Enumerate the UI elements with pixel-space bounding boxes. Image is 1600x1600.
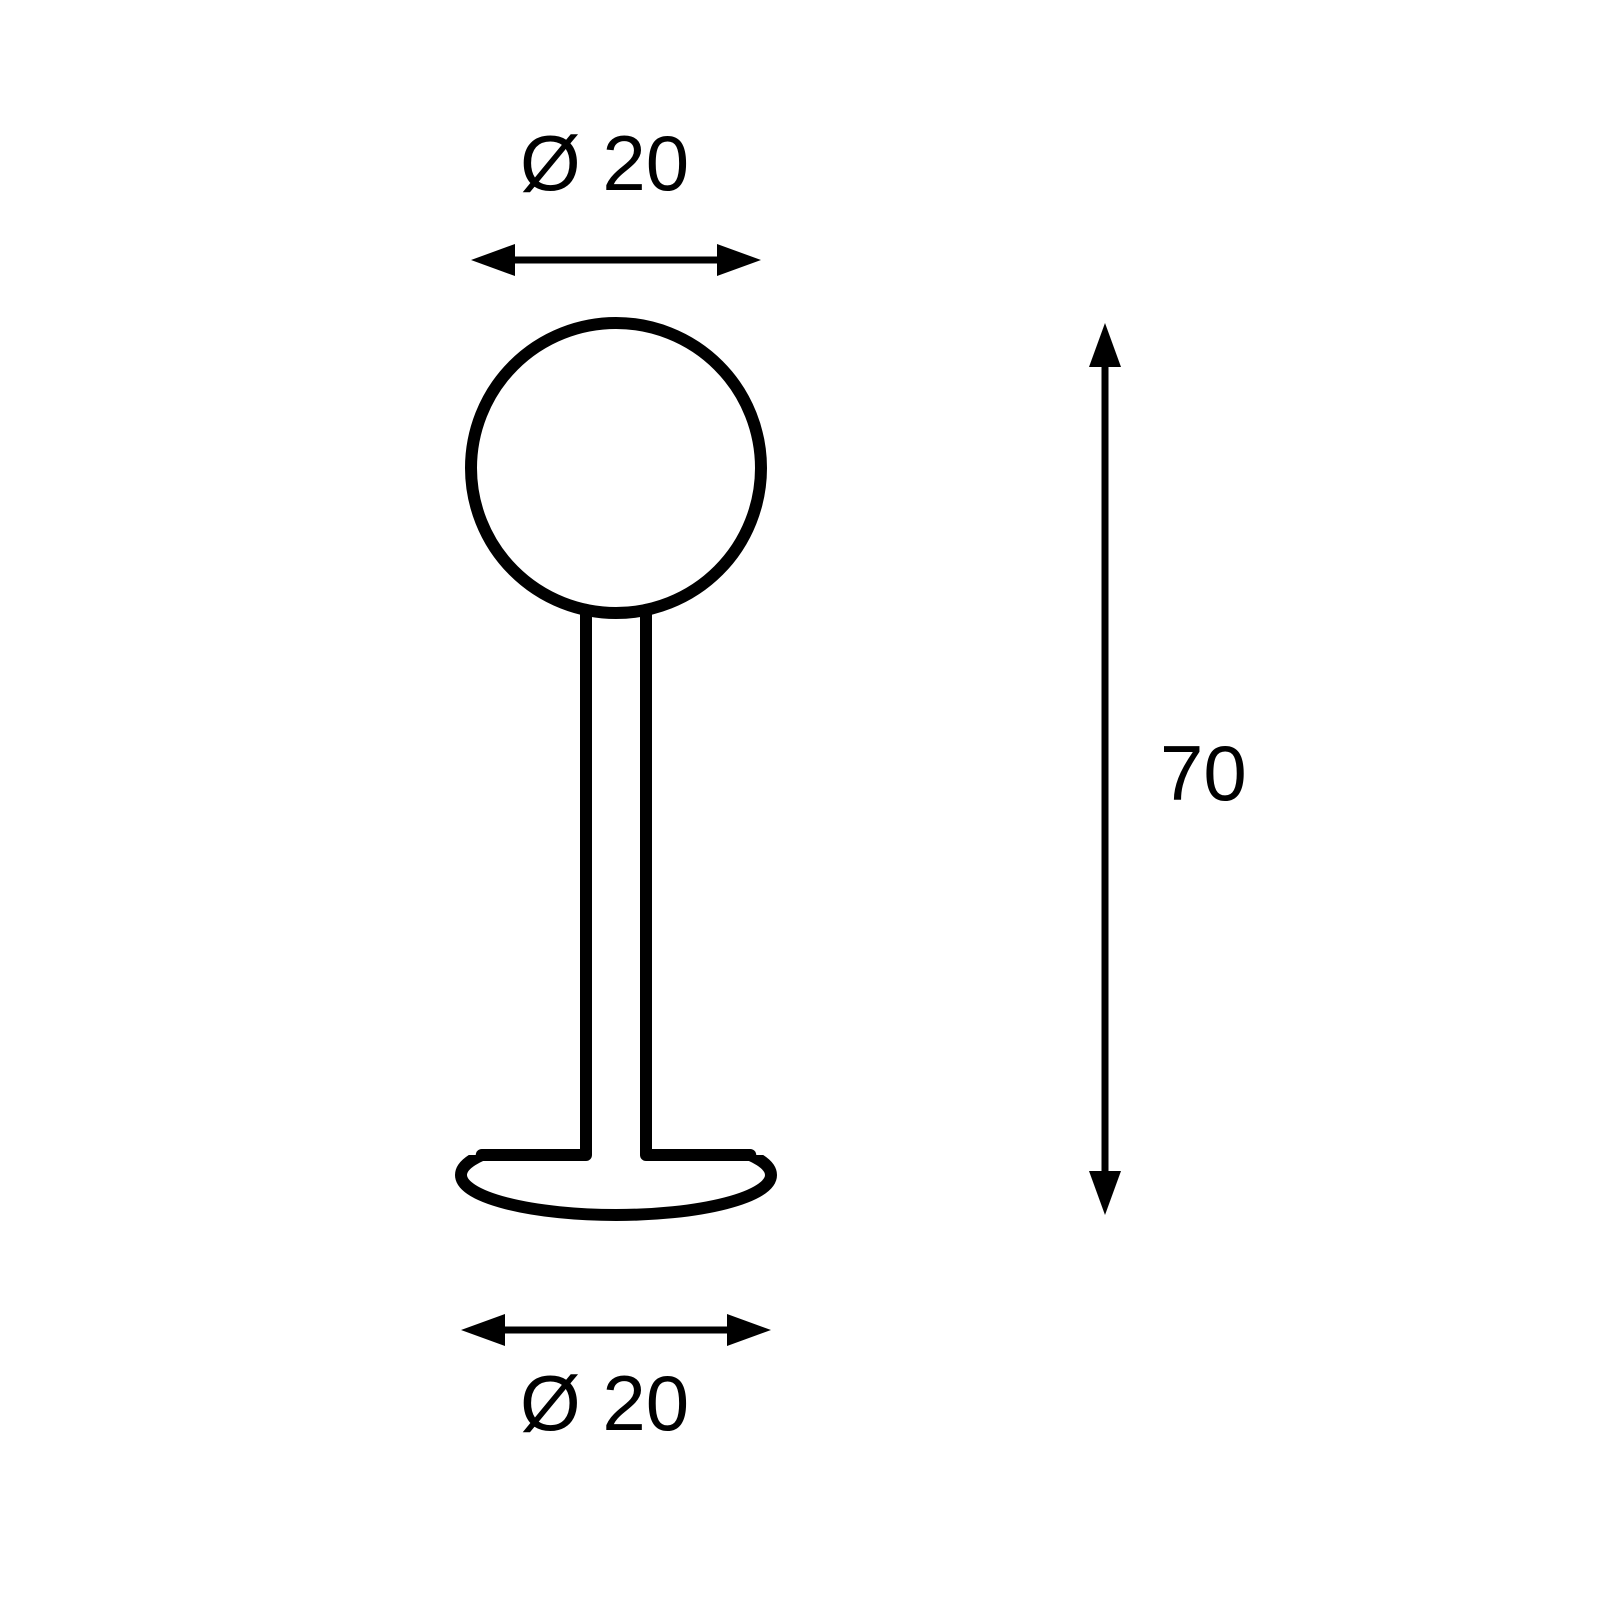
dim-right-label: 70 [1160, 729, 1247, 817]
arrowhead [471, 244, 515, 276]
technical-drawing: Ø 20 Ø 20 70 [0, 0, 1600, 1600]
dim-top-label: Ø 20 [520, 119, 689, 207]
arrowhead [1089, 1171, 1121, 1215]
arrowhead [727, 1314, 771, 1346]
arrowhead [1089, 323, 1121, 367]
arrowhead [717, 244, 761, 276]
dim-bottom-label: Ø 20 [520, 1359, 689, 1447]
arrowhead [461, 1314, 505, 1346]
lamp-base [461, 1135, 771, 1215]
lamp-globe [471, 323, 761, 613]
